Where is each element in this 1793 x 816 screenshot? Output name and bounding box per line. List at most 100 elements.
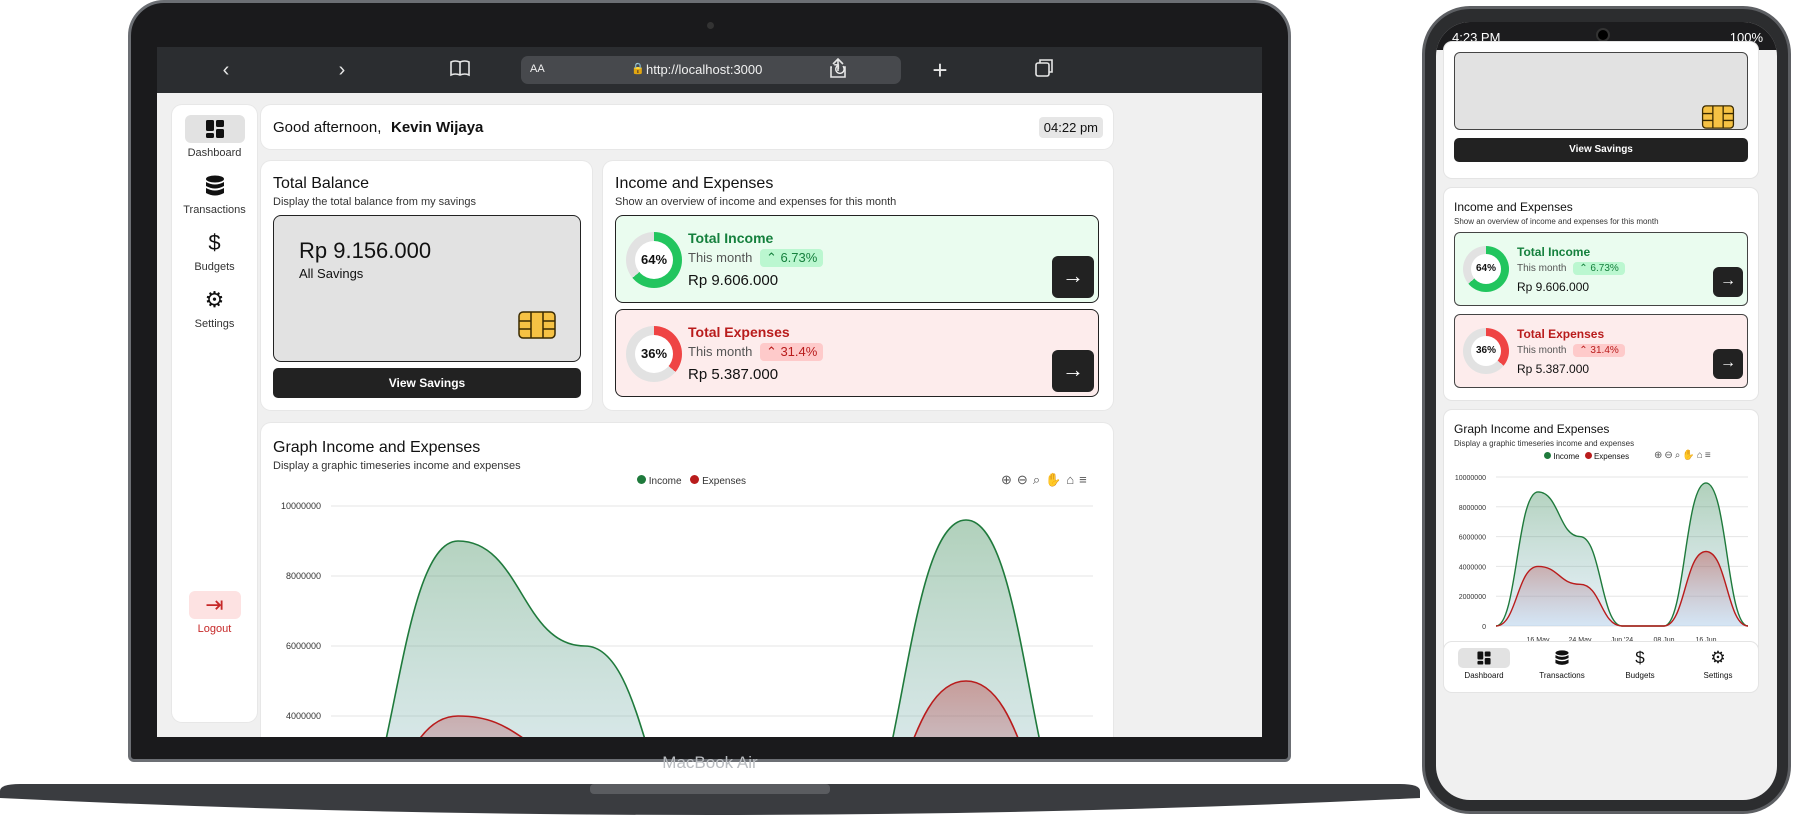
legend-income-label: Income (1553, 452, 1580, 461)
income-percent: 64% (635, 241, 673, 279)
phone-expenses-change: 31.4% (1590, 345, 1619, 356)
phone-view-savings-button[interactable]: View Savings (1454, 138, 1748, 162)
phone-expenses-change-badge: ⌃ 31.4% (1573, 344, 1625, 357)
phone-screen: 4:23 PM 100% View Savings Income and Exp… (1436, 22, 1777, 800)
logout-button[interactable]: ⇥ Logout (172, 591, 257, 635)
y-tick-label: 10000000 (1455, 475, 1486, 482)
expenses-detail-button[interactable]: → (1052, 350, 1094, 392)
greeting-text: Good afternoon, (273, 119, 382, 136)
expenses-change: 31.4% (780, 344, 818, 359)
chart-legend: Income Expenses (637, 475, 746, 487)
phone-graph-subtitle: Display a graphic timeseries income and … (1454, 439, 1635, 448)
income-change-badge: ⌃ 6.73% (759, 249, 824, 267)
x-tick-label: 16 May (1527, 637, 1550, 644)
phone-income-change: 6.73% (1590, 263, 1619, 274)
zoom-out-icon[interactable]: ⊖ (1664, 450, 1675, 461)
phone-expenses-detail-button[interactable]: → (1713, 349, 1743, 379)
share-icon[interactable] (825, 57, 851, 83)
bookmarks-icon[interactable] (447, 57, 473, 83)
phone-income-detail-button[interactable]: → (1713, 267, 1743, 297)
x-tick-label: Jun '24 (1611, 637, 1633, 644)
front-camera (1596, 28, 1610, 42)
y-tick-label: 8000000 (1459, 505, 1486, 512)
zoom-select-icon[interactable]: ⌕ (1032, 472, 1046, 487)
tabs-icon[interactable] (1031, 57, 1057, 83)
phone-expenses-period: This month (1517, 345, 1567, 356)
expenses-change-badge: ⌃ 31.4% (759, 343, 824, 361)
tab-label: Transactions (1539, 671, 1585, 680)
status-battery: 100% (1729, 30, 1763, 45)
menu-icon[interactable]: ≡ (1704, 450, 1713, 461)
expenses-amount: Rp 5.387.000 (688, 366, 779, 383)
dollar-icon: $ (208, 230, 221, 255)
phone-graph-title: Graph Income and Expenses (1454, 422, 1610, 436)
balance-title: Total Balance (273, 175, 370, 192)
arrow-right-icon: → (1720, 354, 1736, 371)
graph-title: Graph Income and Expenses (273, 439, 481, 456)
phone-income-percent: 64% (1471, 254, 1501, 284)
sidebar-item-label: Transactions (183, 204, 246, 216)
new-tab-icon[interactable]: + (932, 55, 948, 85)
zoom-select-icon[interactable]: ⌕ (1674, 450, 1683, 461)
phone-expenses-amount: Rp 5.387.000 (1517, 362, 1590, 376)
balance-caption: All Savings (299, 266, 364, 281)
zoom-out-icon[interactable]: ⊖ (1016, 472, 1033, 487)
legend-expenses-marker (1584, 452, 1592, 459)
clock-badge: 04:22 pm (1038, 117, 1103, 138)
arrow-right-icon: → (1062, 263, 1084, 288)
balance-amount: Rp 9.156.000 (299, 238, 432, 263)
series-line-expenses (1495, 550, 1749, 627)
zoom-in-icon[interactable]: ⊕ (1001, 472, 1017, 487)
back-icon[interactable]: ‹ (222, 59, 230, 81)
status-time: 4:23 PM (1452, 30, 1501, 45)
tab-dashboard[interactable]: Dashboard (1448, 648, 1520, 680)
tab-label: Budgets (1625, 671, 1655, 680)
reset-home-icon[interactable]: ⌂ (1066, 472, 1080, 487)
tab-settings[interactable]: ⚙ Settings (1682, 648, 1754, 680)
forward-icon[interactable]: › (338, 59, 346, 81)
x-tick-label: 24 May (1569, 637, 1592, 644)
phone-expenses-label: Total Expenses (1517, 327, 1605, 341)
sidebar: Dashboard Transactions $ Budgets ⚙ Setti… (172, 105, 257, 722)
series-line-income (385, 519, 1040, 737)
phone-balance-card: View Savings (1444, 42, 1758, 178)
income-donut: 64% (626, 232, 682, 288)
y-tick-label: 8000000 (286, 571, 321, 581)
sidebar-item-budgets[interactable]: $ Budgets (172, 229, 257, 273)
sidebar-item-label: Dashboard (187, 147, 242, 159)
pan-icon[interactable]: ✋ (1045, 472, 1067, 487)
y-tick-label: 4000000 (286, 711, 321, 721)
sidebar-item-label: Budgets (194, 261, 235, 273)
sidebar-item-transactions[interactable]: Transactions (172, 172, 257, 216)
view-savings-button[interactable]: View Savings (273, 368, 581, 398)
sidebar-item-settings[interactable]: ⚙ Settings (172, 286, 257, 330)
tab-transactions[interactable]: Transactions (1526, 648, 1598, 680)
dollar-icon: $ (1635, 648, 1645, 667)
graph-subtitle: Display a graphic timeseries income and … (273, 460, 521, 472)
pan-icon[interactable]: ✋ (1682, 450, 1697, 461)
phone-expenses-period-row: This month ⌃ 31.4% (1517, 344, 1625, 357)
arrow-up-icon: ⌃ (1579, 263, 1591, 274)
phone-income-expenses-card: Income and Expenses Show an overview of … (1444, 188, 1758, 400)
income-detail-button[interactable]: → (1052, 256, 1094, 298)
y-tick-label: 2000000 (1459, 594, 1486, 601)
zoom-in-icon[interactable]: ⊕ (1654, 450, 1665, 461)
laptop-base (0, 784, 1420, 815)
expenses-label: Total Expenses (688, 324, 790, 340)
user-name: Kevin Wijaya (391, 119, 484, 136)
dashboard-icon (184, 115, 245, 143)
sidebar-item-dashboard[interactable]: Dashboard (172, 115, 257, 159)
expenses-period-row: This month ⌃ 31.4% (688, 343, 824, 361)
income-change: 6.73% (780, 250, 818, 265)
series-area-expenses (421, 681, 1018, 737)
text-size-button[interactable]: AA (530, 63, 545, 75)
phone-income-change-badge: ⌃ 6.73% (1573, 262, 1625, 275)
arrow-up-icon: ⌃ (765, 344, 781, 359)
reload-icon[interactable]: ↻ (833, 62, 847, 79)
legend-expenses-marker (690, 475, 700, 484)
y-tick-label: 0 (1482, 624, 1486, 631)
menu-icon[interactable]: ≡ (1079, 472, 1092, 487)
tab-budgets[interactable]: $ Budgets (1604, 648, 1676, 680)
reset-home-icon[interactable]: ⌂ (1696, 450, 1705, 461)
chip-icon (518, 311, 556, 339)
